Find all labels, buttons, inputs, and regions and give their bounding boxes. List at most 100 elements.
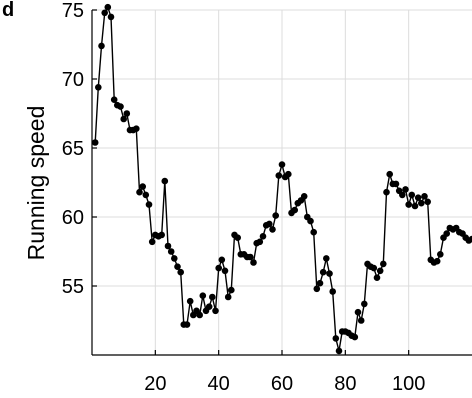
data-point	[266, 220, 273, 228]
data-point	[402, 186, 409, 193]
x-tick-label: 20	[144, 373, 166, 395]
data-point	[424, 198, 432, 206]
y-tick-label: 75	[62, 0, 84, 22]
x-tick-label: 80	[334, 373, 356, 395]
data-point	[316, 279, 324, 287]
data-point	[272, 212, 280, 219]
data-point	[158, 231, 165, 239]
data-point	[212, 307, 219, 315]
data-point	[310, 228, 318, 236]
data-point	[98, 42, 105, 50]
data-point	[136, 188, 143, 196]
data-point	[351, 333, 359, 341]
data-point	[133, 125, 140, 132]
x-tick-label: 100	[392, 373, 425, 395]
data-point	[196, 311, 203, 319]
data-point	[199, 292, 207, 300]
data-point	[307, 217, 314, 225]
data-point	[408, 191, 416, 199]
data-point	[421, 193, 428, 200]
data-point	[167, 248, 175, 255]
axes	[91, 9, 472, 356]
data-point	[250, 259, 257, 266]
series-group	[91, 3, 472, 355]
data-point	[326, 270, 333, 277]
data-point	[107, 13, 115, 21]
y-tick-label: 60	[62, 207, 84, 229]
data-point	[221, 267, 229, 275]
data-point	[171, 255, 178, 262]
data-point	[291, 206, 299, 214]
x-tick-label: 40	[208, 373, 230, 395]
data-point	[95, 84, 102, 91]
data-point	[335, 347, 343, 355]
data-point	[418, 199, 425, 207]
data-point	[234, 234, 241, 241]
data-point	[399, 191, 406, 199]
data-point	[414, 194, 422, 201]
data-point	[380, 260, 387, 268]
data-point	[259, 233, 267, 240]
panel-title-fragment: d	[2, 0, 14, 21]
data-point	[405, 201, 413, 208]
data-point	[300, 193, 308, 200]
data-point	[357, 317, 365, 324]
data-point	[148, 238, 156, 246]
data-point	[361, 300, 368, 308]
data-point	[278, 161, 286, 168]
data-point	[269, 226, 276, 233]
data-point	[117, 103, 124, 110]
data-point	[376, 267, 384, 275]
data-point	[323, 255, 330, 262]
data-point	[91, 139, 99, 146]
data-point	[370, 264, 378, 272]
y-tick-label: 55	[62, 276, 84, 298]
y-tick-labels: 55 60 65 70 75	[62, 0, 84, 298]
data-point	[247, 253, 254, 261]
y-tick-label: 65	[62, 138, 84, 160]
y-axis-label: Running speed	[23, 106, 49, 261]
data-point	[183, 321, 191, 328]
data-point	[332, 335, 340, 342]
data-point	[161, 177, 169, 185]
data-point	[101, 9, 108, 17]
data-point	[145, 201, 153, 208]
data-point	[205, 303, 213, 311]
data-point	[354, 308, 362, 316]
data-point	[224, 293, 232, 301]
data-point	[383, 188, 390, 196]
data-point	[392, 180, 400, 188]
data-point	[139, 183, 146, 190]
data-point	[468, 235, 472, 243]
data-point	[443, 230, 451, 237]
data-point	[104, 3, 112, 11]
data-point	[177, 268, 184, 276]
x-tick-labels: 20 40 60 80 100	[144, 373, 425, 395]
data-point	[329, 288, 337, 295]
data-point	[319, 268, 327, 276]
data-point	[186, 297, 194, 305]
data-point	[215, 264, 222, 272]
data-point	[411, 202, 419, 210]
data-point	[228, 286, 235, 294]
x-tick-label: 60	[271, 373, 293, 395]
data-point	[313, 285, 321, 293]
data-point	[437, 251, 444, 258]
data-point	[433, 257, 441, 265]
data-point	[209, 293, 216, 301]
data-point	[120, 115, 127, 123]
data-point	[174, 263, 181, 271]
data-point	[123, 110, 131, 117]
data-point	[110, 96, 118, 103]
grid	[92, 9, 472, 355]
data-point	[218, 256, 226, 264]
data-point	[373, 274, 381, 282]
y-tick-label: 70	[62, 69, 84, 91]
data-point	[285, 170, 292, 178]
data-point	[256, 238, 264, 246]
data-point	[275, 172, 283, 179]
data-point	[142, 191, 150, 199]
data-point	[164, 242, 172, 250]
data-point	[386, 170, 394, 178]
